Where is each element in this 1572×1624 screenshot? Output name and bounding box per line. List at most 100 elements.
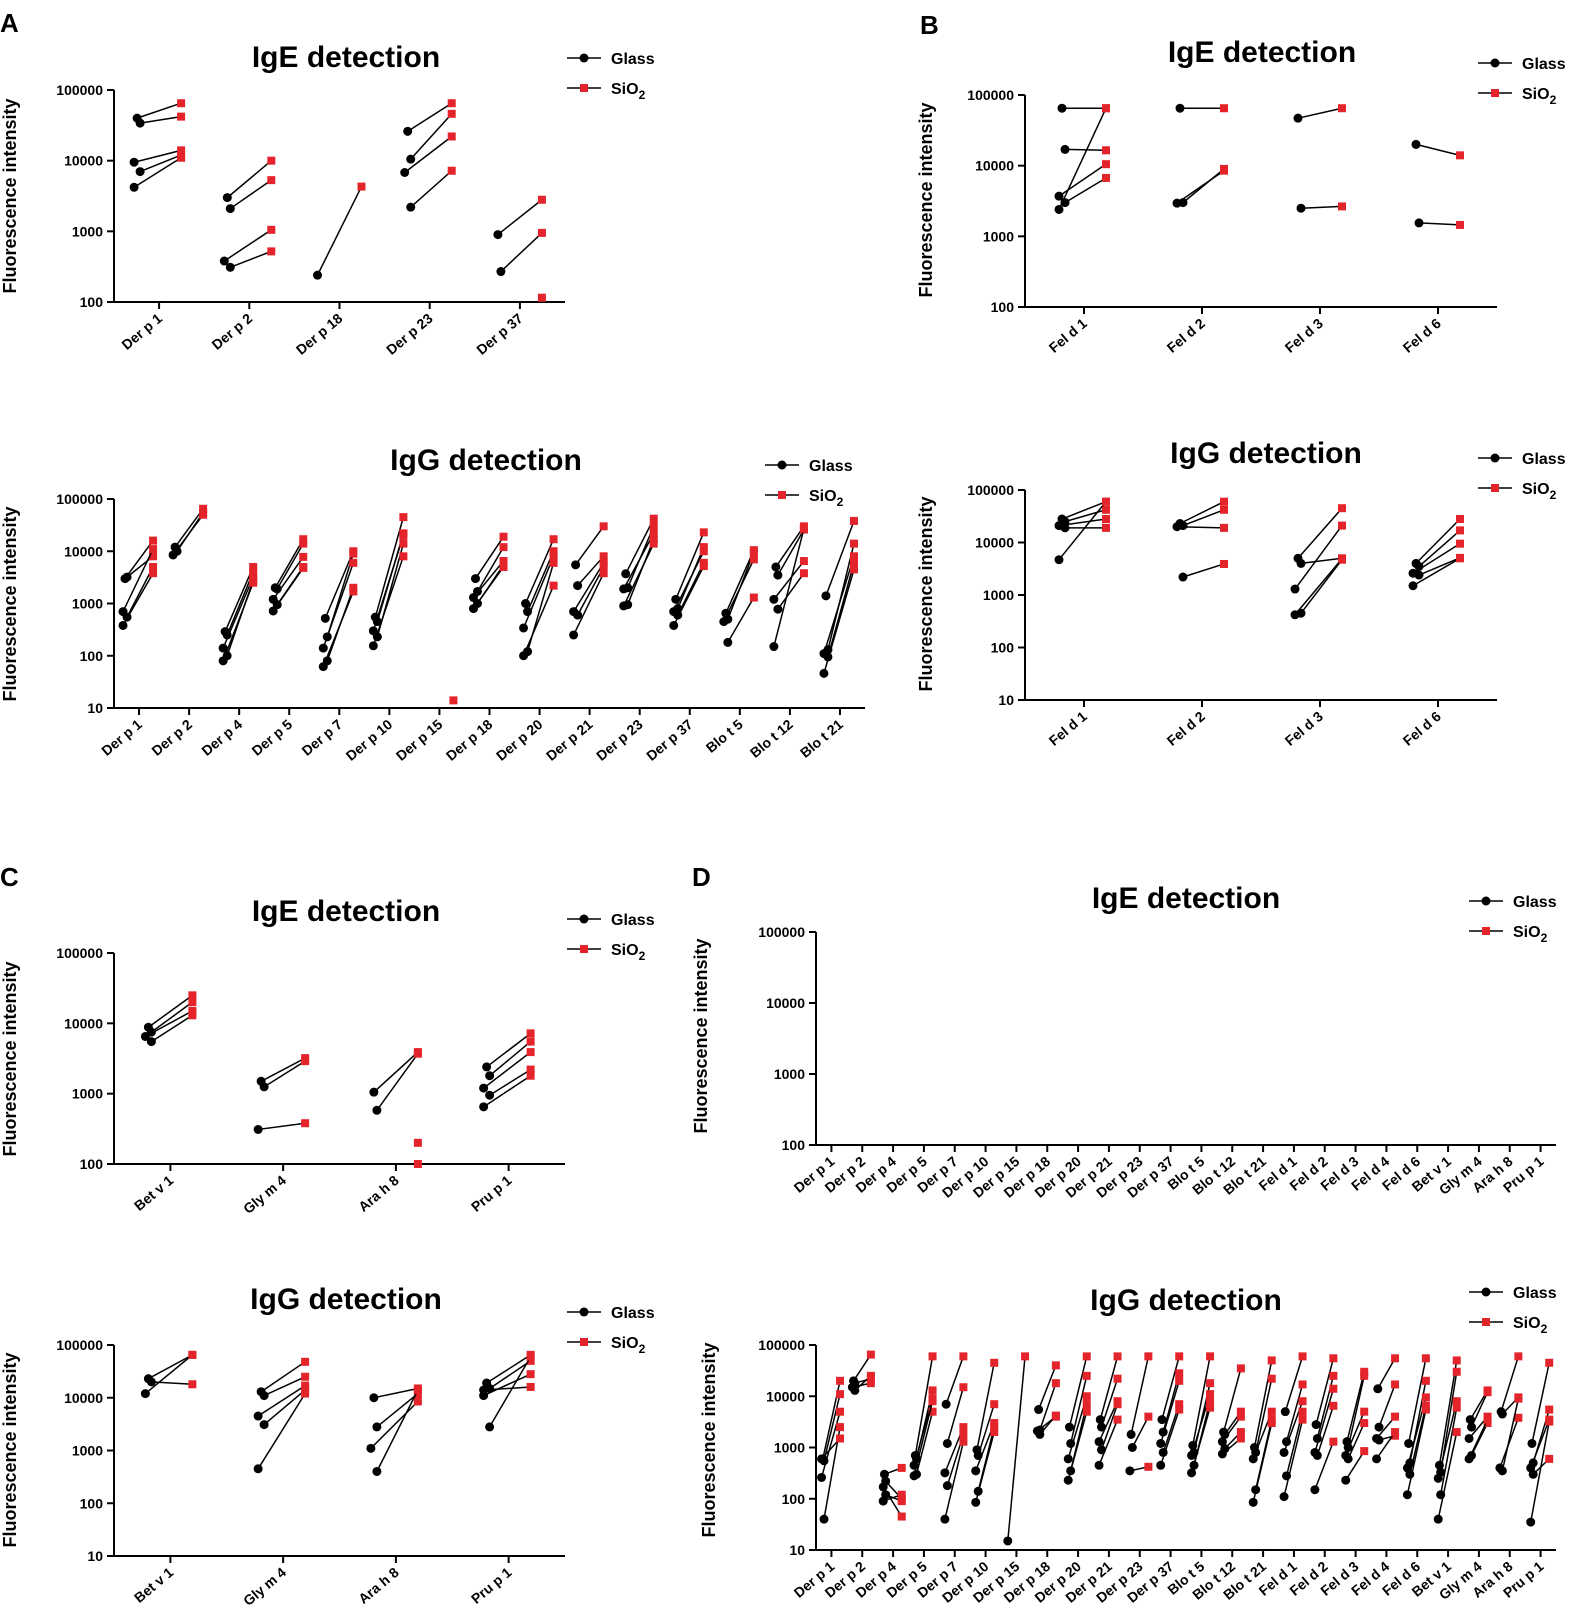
pair-line [222, 582, 254, 662]
sio2-point [1082, 1371, 1091, 1380]
sio2-point [399, 539, 408, 548]
sio2-point [188, 991, 197, 1000]
glass-point [1280, 1407, 1290, 1417]
sio2-point [526, 1370, 535, 1379]
glass-point [621, 569, 631, 579]
glass-point [1126, 1429, 1136, 1439]
x-tick-label: Der p 23 [593, 716, 646, 764]
sio2-point [1360, 1419, 1369, 1428]
sio2-point [1298, 1380, 1307, 1389]
sio2-point [301, 1381, 310, 1390]
chart-title: IgG detection [1170, 437, 1362, 470]
pair-line [263, 1389, 306, 1426]
pair-line [263, 1060, 306, 1088]
glass-point [259, 1082, 269, 1092]
legend-glass-marker [1481, 896, 1491, 906]
sio2-point [1329, 1401, 1338, 1410]
sio2-point [188, 998, 197, 1007]
glass-point [1372, 1454, 1382, 1464]
x-tick-label: Ara h 8 [355, 1564, 402, 1607]
pair-line [1407, 1358, 1427, 1444]
sio2-point [1175, 1405, 1184, 1414]
glass-point [1311, 1420, 1321, 1430]
sio2-point [537, 195, 546, 204]
pair-line [1501, 1398, 1520, 1472]
pair-line [486, 1354, 532, 1384]
pair-line [410, 113, 453, 160]
y-tick-label: 100000 [758, 924, 805, 940]
pair-line [1530, 1419, 1550, 1469]
glass-point [1094, 1437, 1104, 1447]
sio2-point [928, 1352, 937, 1361]
glass-point [619, 601, 629, 611]
pair-line [1067, 1411, 1088, 1481]
sio2-point [188, 1006, 197, 1015]
glass-point [1063, 1454, 1073, 1464]
pair-line [274, 538, 304, 589]
sio2-point [149, 536, 158, 545]
sio2-point [1175, 1376, 1184, 1385]
sio2-point [1360, 1371, 1369, 1380]
glass-point [669, 620, 679, 630]
sio2-point [836, 1390, 845, 1399]
sio2-point [299, 552, 308, 561]
pair-line [823, 1393, 841, 1461]
sio2-point [1421, 1354, 1430, 1363]
pair-line [172, 514, 204, 556]
sio2-point [1456, 526, 1464, 535]
pair-line [1409, 1405, 1427, 1475]
legend-sio2-marker [1491, 89, 1499, 97]
sio2-point [1236, 1364, 1245, 1373]
glass-point [1526, 1517, 1536, 1527]
x-tick-label: Fel d 6 [1400, 708, 1444, 749]
legend-sio2-marker [580, 945, 588, 953]
x-tick-label: Fel d 1 [1046, 708, 1090, 749]
pair-line [1058, 107, 1107, 210]
glass-point [573, 581, 583, 591]
legend: Glass SiO2 [1478, 56, 1566, 107]
sio2-point [1514, 1413, 1523, 1422]
pair-line [1064, 509, 1107, 523]
chart-d-igg: IgG detection Fluorescence intensity 10000… [699, 1284, 1557, 1606]
glass-point [1172, 522, 1182, 532]
x-tick-label: Blo t 5 [703, 716, 746, 756]
sio2-point [849, 516, 858, 525]
pair-line [376, 1392, 419, 1428]
chart-d-ige: D IgE detection Fluorescence intensity 1000… [691, 862, 1557, 1201]
sio2-point [897, 1497, 906, 1506]
sio2-point [1051, 1411, 1060, 1420]
glass-point [122, 572, 132, 582]
legend-sio2-label: SiO2 [1513, 1315, 1548, 1336]
glass-point [1064, 1422, 1074, 1432]
sio2-point [599, 569, 608, 578]
glass-point [1374, 1435, 1384, 1445]
pair-line [727, 597, 755, 643]
chart-a-ige: A IgE detection Fluorescence intensity 1000… [0, 8, 655, 358]
pair-line [974, 1431, 995, 1503]
sio2-point [249, 562, 258, 571]
sio2-point [1236, 1407, 1245, 1416]
glass-point [129, 182, 139, 192]
sio2-point [928, 1407, 937, 1416]
sio2-point [959, 1437, 968, 1446]
sio2-point [249, 578, 258, 587]
pair-line [1176, 525, 1225, 529]
glass-point [218, 643, 228, 653]
pair-line [257, 1393, 306, 1470]
glass-point [406, 202, 416, 212]
sio2-point [413, 1397, 422, 1406]
pair-line [1418, 222, 1461, 226]
panel-letter: D [692, 862, 711, 892]
pair-line [625, 518, 655, 575]
legend-glass-label: Glass [1522, 451, 1566, 468]
y-tick-label: 10 [789, 1542, 805, 1558]
legend-glass-label: Glass [809, 458, 853, 475]
glass-point [468, 604, 478, 614]
sio2-point [1545, 1417, 1554, 1426]
sio2-point [1452, 1403, 1461, 1412]
glass-point [268, 606, 278, 616]
sio2-point [1236, 1412, 1245, 1421]
y-tick-label: 10000 [64, 1390, 103, 1406]
y-tick-label: 1000 [72, 596, 103, 612]
pair-line [1438, 1360, 1458, 1466]
